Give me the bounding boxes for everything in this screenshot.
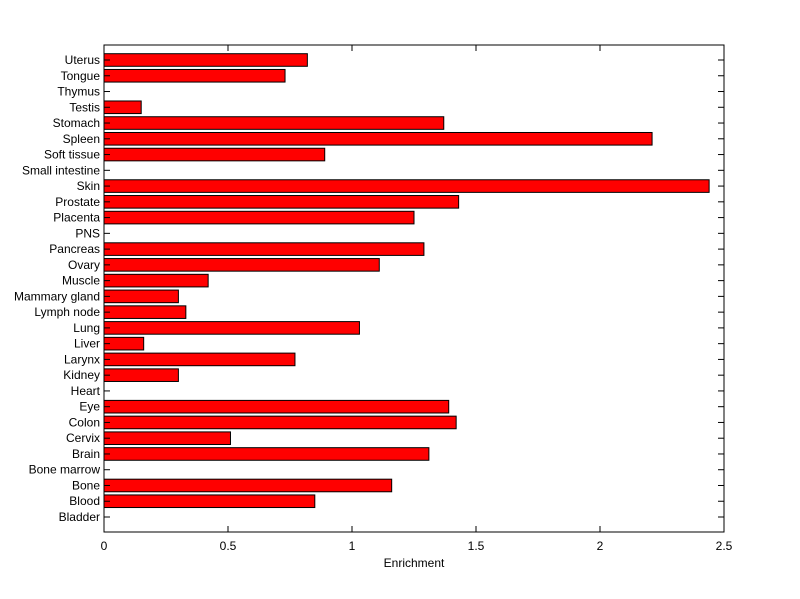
- bar: [103, 195, 460, 209]
- x-tick-label: 0: [101, 539, 108, 553]
- x-axis-ticks: 0 0.5 1 1.5 2 2.5: [101, 45, 733, 553]
- y-tick-label: Ovary: [68, 258, 100, 272]
- plot-frame: [103, 44, 725, 533]
- y-tick-label: Pancreas: [49, 242, 100, 256]
- y-tick-label: Small intestine: [22, 163, 100, 177]
- bar: [103, 352, 296, 367]
- x-tick-label: 1.5: [468, 539, 485, 553]
- bar: [103, 273, 209, 288]
- bar: [103, 131, 653, 146]
- y-tick-label: Liver: [74, 337, 100, 351]
- bar: [103, 494, 316, 509]
- x-tick-label: 2.5: [716, 539, 733, 553]
- x-axis-title: Enrichment: [384, 556, 445, 570]
- y-tick-label: Brain: [72, 447, 100, 461]
- y-tick-label: Placenta: [53, 211, 100, 225]
- bar: [103, 53, 308, 67]
- bar: [103, 258, 380, 272]
- y-tick-label: Bone marrow: [29, 463, 101, 477]
- y-tick-label: Kidney: [63, 368, 100, 382]
- y-tick-label: Spleen: [63, 132, 100, 146]
- y-tick-label: Bone: [72, 478, 100, 492]
- y-tick-label: Soft tissue: [44, 148, 100, 162]
- bar: [103, 431, 231, 446]
- bar: [103, 289, 179, 304]
- bar: [103, 242, 425, 256]
- bar: [103, 478, 393, 493]
- y-tick-label: Stomach: [53, 116, 100, 130]
- y-tick-label: Larynx: [64, 352, 100, 366]
- bar: [103, 147, 326, 162]
- bar: [103, 415, 457, 430]
- bar: [103, 179, 710, 193]
- y-tick-label: Bladder: [59, 510, 100, 524]
- bar: [103, 321, 360, 335]
- y-tick-label: Cervix: [66, 431, 100, 445]
- y-tick-label: Eye: [79, 400, 100, 414]
- y-tick-label: Mammary gland: [14, 289, 100, 303]
- bar: [103, 399, 450, 414]
- bar: [103, 368, 179, 382]
- x-tick-label: 2: [597, 539, 604, 553]
- y-tick-label: Heart: [71, 384, 101, 398]
- x-tick-label: 1: [349, 539, 356, 553]
- y-tick-label: Uterus: [65, 53, 100, 67]
- y-tick-label: Muscle: [62, 274, 100, 288]
- y-tick-label: Lung: [73, 321, 100, 335]
- y-tick-label: Testis: [69, 100, 100, 114]
- y-tick-label: Skin: [77, 179, 100, 193]
- bar: [103, 447, 430, 461]
- bar: [103, 68, 286, 83]
- y-tick-label: Blood: [69, 494, 100, 508]
- bar: [103, 210, 415, 225]
- bar: [103, 305, 187, 319]
- y-tick-label: PNS: [75, 226, 100, 240]
- y-tick-label: Lymph node: [34, 305, 100, 319]
- bar: [103, 116, 445, 130]
- y-tick-label: Prostate: [55, 195, 100, 209]
- y-tick-label: Thymus: [57, 85, 100, 99]
- y-tick-label: Colon: [69, 415, 100, 429]
- x-tick-label: 0.5: [220, 539, 237, 553]
- y-tick-label: Tongue: [61, 69, 101, 83]
